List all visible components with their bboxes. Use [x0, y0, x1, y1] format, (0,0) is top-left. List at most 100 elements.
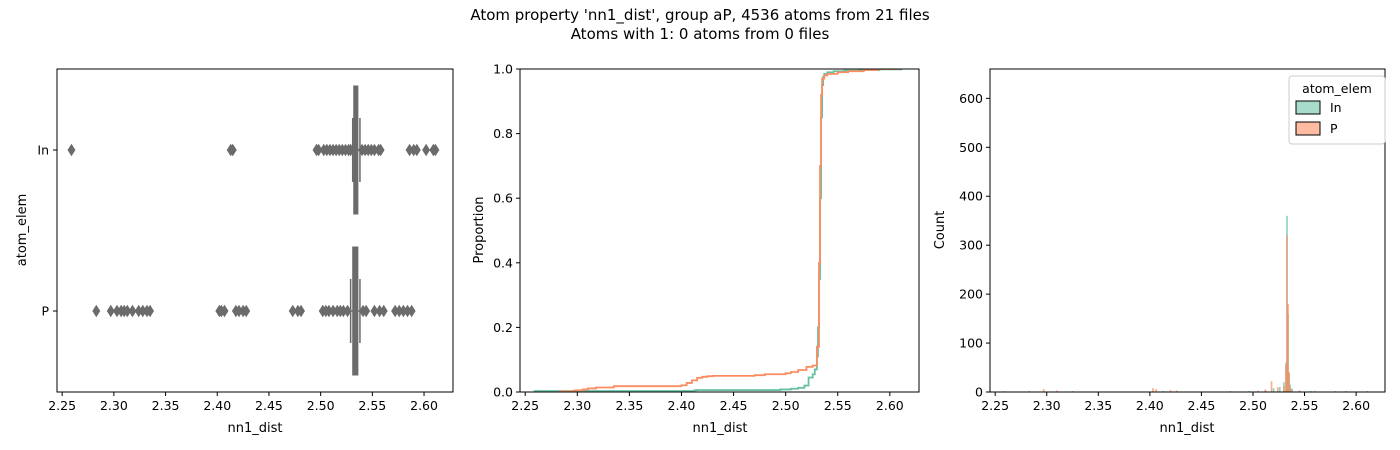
figure-title-line2: Atoms with 1: 0 atoms from 0 files: [570, 25, 830, 43]
hist-ytick-label: 300: [959, 238, 983, 253]
box-outlier-In: [412, 143, 421, 157]
box-outlier-In: [376, 143, 385, 157]
ecdf-ytick-label: 0.6: [493, 191, 513, 206]
box-outlier-P: [288, 304, 297, 318]
hist-ytick-label: 600: [959, 91, 983, 106]
hist-xtick-label: 2.45: [1188, 398, 1216, 413]
hist-bar-P: [1283, 386, 1285, 392]
hist-xtick-label: 2.50: [1239, 398, 1267, 413]
ecdf-ylabel: Proportion: [472, 196, 487, 263]
box-outlier-In: [67, 143, 76, 157]
hist-plot-frame: [989, 68, 1386, 393]
hist-bar-P: [1042, 389, 1045, 392]
hist-bar-P: [1286, 235, 1288, 392]
figure-title-line1: Atom property 'nn1_dist', group aP, 4536…: [470, 6, 930, 24]
box-outlier-P: [146, 304, 155, 318]
ecdf-ytick-label: 0.2: [493, 320, 513, 335]
hist-xtick-label: 2.60: [1342, 398, 1370, 413]
legend-swatch-in: [1295, 100, 1321, 115]
hist-ylabel: Count: [933, 211, 948, 250]
legend-entry-in: In: [1330, 100, 1342, 115]
box-outlier-P: [128, 304, 137, 318]
hist-bar-P: [1290, 388, 1292, 392]
box-xtick-label: 2.55: [358, 398, 386, 413]
hist-ytick-label: 400: [959, 189, 983, 204]
hist-xtick-label: 2.25: [981, 398, 1009, 413]
hist-xtick-label: 2.40: [1136, 398, 1164, 413]
box-xtick-label: 2.50: [307, 398, 335, 413]
box-outlier-P: [106, 304, 115, 318]
box-outlier-P: [362, 304, 371, 318]
hist-bar-P: [1155, 389, 1157, 392]
box-plot-frame: [56, 68, 454, 393]
hist-bar-P: [1169, 390, 1172, 392]
ecdf-line-P: [558, 69, 899, 392]
ecdf-ytick-label: 1.0: [493, 62, 513, 77]
hist-bar-P: [1264, 389, 1267, 392]
hist-ytick-label: 500: [959, 140, 983, 155]
box-outlier-In: [422, 143, 431, 157]
hist-bar-P: [1287, 303, 1289, 392]
hist-bar-P: [1285, 365, 1287, 392]
hist-legend: atom_elem In P: [1288, 75, 1386, 145]
ecdf-xtick-label: 2.50: [772, 398, 800, 413]
ecdf-ytick-label: 0.8: [493, 126, 513, 141]
hist-xtick-label: 2.55: [1291, 398, 1319, 413]
box-outlier-In: [431, 143, 440, 157]
ecdf-ytick-label: 0.0: [493, 385, 513, 400]
hist-xtick-label: 2.35: [1084, 398, 1112, 413]
box-xtick-label: 2.40: [203, 398, 231, 413]
hist-ytick-label: 100: [959, 336, 983, 351]
hist-bar-In: [1289, 384, 1291, 392]
ecdf-xtick-label: 2.30: [563, 398, 591, 413]
box-outlier-P: [370, 304, 379, 318]
hist-bar-P: [1298, 390, 1301, 392]
legend-title: atom_elem: [1302, 81, 1372, 96]
box-outlier-P: [343, 304, 352, 318]
box-outlier-P: [242, 304, 251, 318]
box-category-label: In: [37, 143, 49, 158]
ecdf-plot-frame: [519, 68, 920, 393]
box-xtick-label: 2.35: [152, 398, 180, 413]
hist-bar-P: [1270, 381, 1273, 392]
ecdf-xtick-label: 2.40: [668, 398, 696, 413]
hist-bar-P: [1175, 390, 1178, 392]
box-outlier-P: [220, 304, 229, 318]
box-xtick-label: 2.45: [255, 398, 283, 413]
box-group-P: [92, 246, 416, 376]
box-outlier-P: [297, 304, 305, 318]
box-xtick-label: 2.30: [100, 398, 128, 413]
hist-bar-P: [1288, 372, 1290, 392]
hist-ytick-label: 200: [959, 287, 983, 302]
ecdf-xtick-label: 2.45: [720, 398, 748, 413]
box-xtick-label: 2.25: [48, 398, 76, 413]
ecdf-line-In: [533, 69, 903, 392]
box-outlier-In: [346, 143, 355, 157]
hist-xlabel: nn1_dist: [1160, 421, 1215, 436]
box-outlier-In: [314, 143, 323, 157]
box-outlier-P: [92, 304, 101, 318]
box-xtick-label: 2.60: [410, 398, 438, 413]
box-category-label: P: [41, 304, 49, 319]
ecdf-xlabel: nn1_dist: [693, 421, 748, 436]
hist-bar-P: [1056, 390, 1058, 392]
box-outlier-In: [228, 143, 237, 157]
hist-bar-In: [1279, 387, 1281, 392]
ecdf-xtick-label: 2.35: [615, 398, 643, 413]
box-ylabel: atom_elem: [15, 194, 30, 266]
ecdf-xtick-label: 2.60: [876, 398, 904, 413]
box-outlier-P: [379, 304, 388, 318]
box-outlier-P: [407, 304, 416, 318]
ecdf-ytick-label: 0.4: [493, 255, 513, 270]
ecdf-xtick-label: 2.25: [511, 398, 539, 413]
box-xlabel: nn1_dist: [228, 421, 283, 436]
ecdf-xtick-label: 2.55: [824, 398, 852, 413]
legend-entry-p: P: [1330, 121, 1338, 136]
box-outlier-P: [123, 304, 132, 318]
box-group-In: [67, 85, 440, 215]
hist-xtick-label: 2.30: [1033, 398, 1061, 413]
legend-swatch-p: [1295, 121, 1321, 136]
hist-bar-P: [1257, 390, 1259, 392]
